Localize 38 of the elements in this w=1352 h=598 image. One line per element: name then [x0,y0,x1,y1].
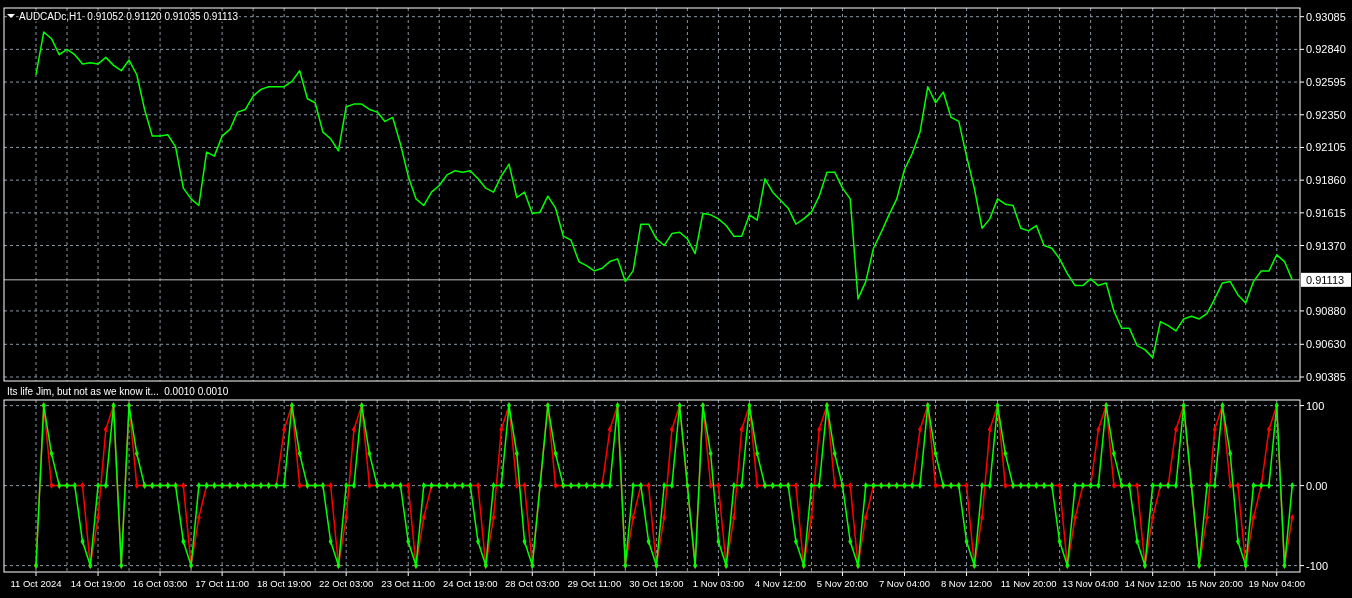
x-tick-label: 4 Nov 12:00 [754,578,807,589]
y-tick-label: 0.90880 [1306,304,1346,317]
y-tick-label: 0.92595 [1306,76,1346,89]
x-tick-label: 11 Nov 20:00 [1000,578,1057,589]
y-tick-label: 0.90385 [1306,371,1346,383]
ref-line-label: 0.91113 [1306,273,1345,286]
y-tick-label: 0.00 [1306,479,1328,492]
y-tick-label: 0.91860 [1306,174,1346,187]
x-tick-label: 5 Nov 20:00 [816,578,869,589]
x-tick-label: 28 Oct 03:00 [505,578,560,589]
y-tick-label: -100 [1306,559,1329,572]
x-tick-label: 24 Oct 19:00 [443,578,498,589]
x-tick-label: 17 Oct 11:00 [195,578,249,589]
y-tick-label: 0.91615 [1306,206,1346,219]
y-tick-label: 0.91370 [1306,239,1346,252]
x-tick-label: 18 Oct 19:00 [256,578,312,589]
x-tick-label: 14 Oct 19:00 [70,578,126,589]
y-tick-label: 0.92105 [1306,141,1346,154]
x-tick-label: 22 Oct 03:00 [318,578,374,589]
y-tick-label: 100 [1306,399,1325,412]
y-tick-label: 0.92840 [1306,43,1346,56]
x-tick-label: 13 Nov 04:00 [1062,578,1119,589]
x-tick-label: 29 Oct 11:00 [567,578,622,589]
y-tick-label: 0.90630 [1306,338,1346,351]
x-tick-label: 11 Oct 2024 [10,578,62,589]
x-tick-label: 30 Oct 19:00 [629,578,684,589]
x-tick-label: 15 Nov 20:00 [1186,578,1243,589]
x-tick-label: 16 Oct 03:00 [132,578,188,589]
y-tick-label: 0.92350 [1306,108,1346,121]
x-tick-label: 19 Nov 04:00 [1248,578,1305,589]
chart-title: AUDCADc,H1 0.91052 0.91120 0.91035 0.91113 [19,11,239,22]
x-tick-label: 14 Nov 12:00 [1124,578,1181,589]
chart-title: Its life Jim, but not as we know it... 0.0010 0.0010 [7,386,229,397]
x-tick-label: 23 Oct 11:00 [381,578,436,589]
y-tick-label: 0.93085 [1306,10,1346,23]
x-tick-label: 7 Nov 04:00 [878,578,931,589]
x-tick-label: 8 Nov 12:00 [940,578,993,589]
x-tick-label: 1 Nov 03:00 [692,578,745,589]
